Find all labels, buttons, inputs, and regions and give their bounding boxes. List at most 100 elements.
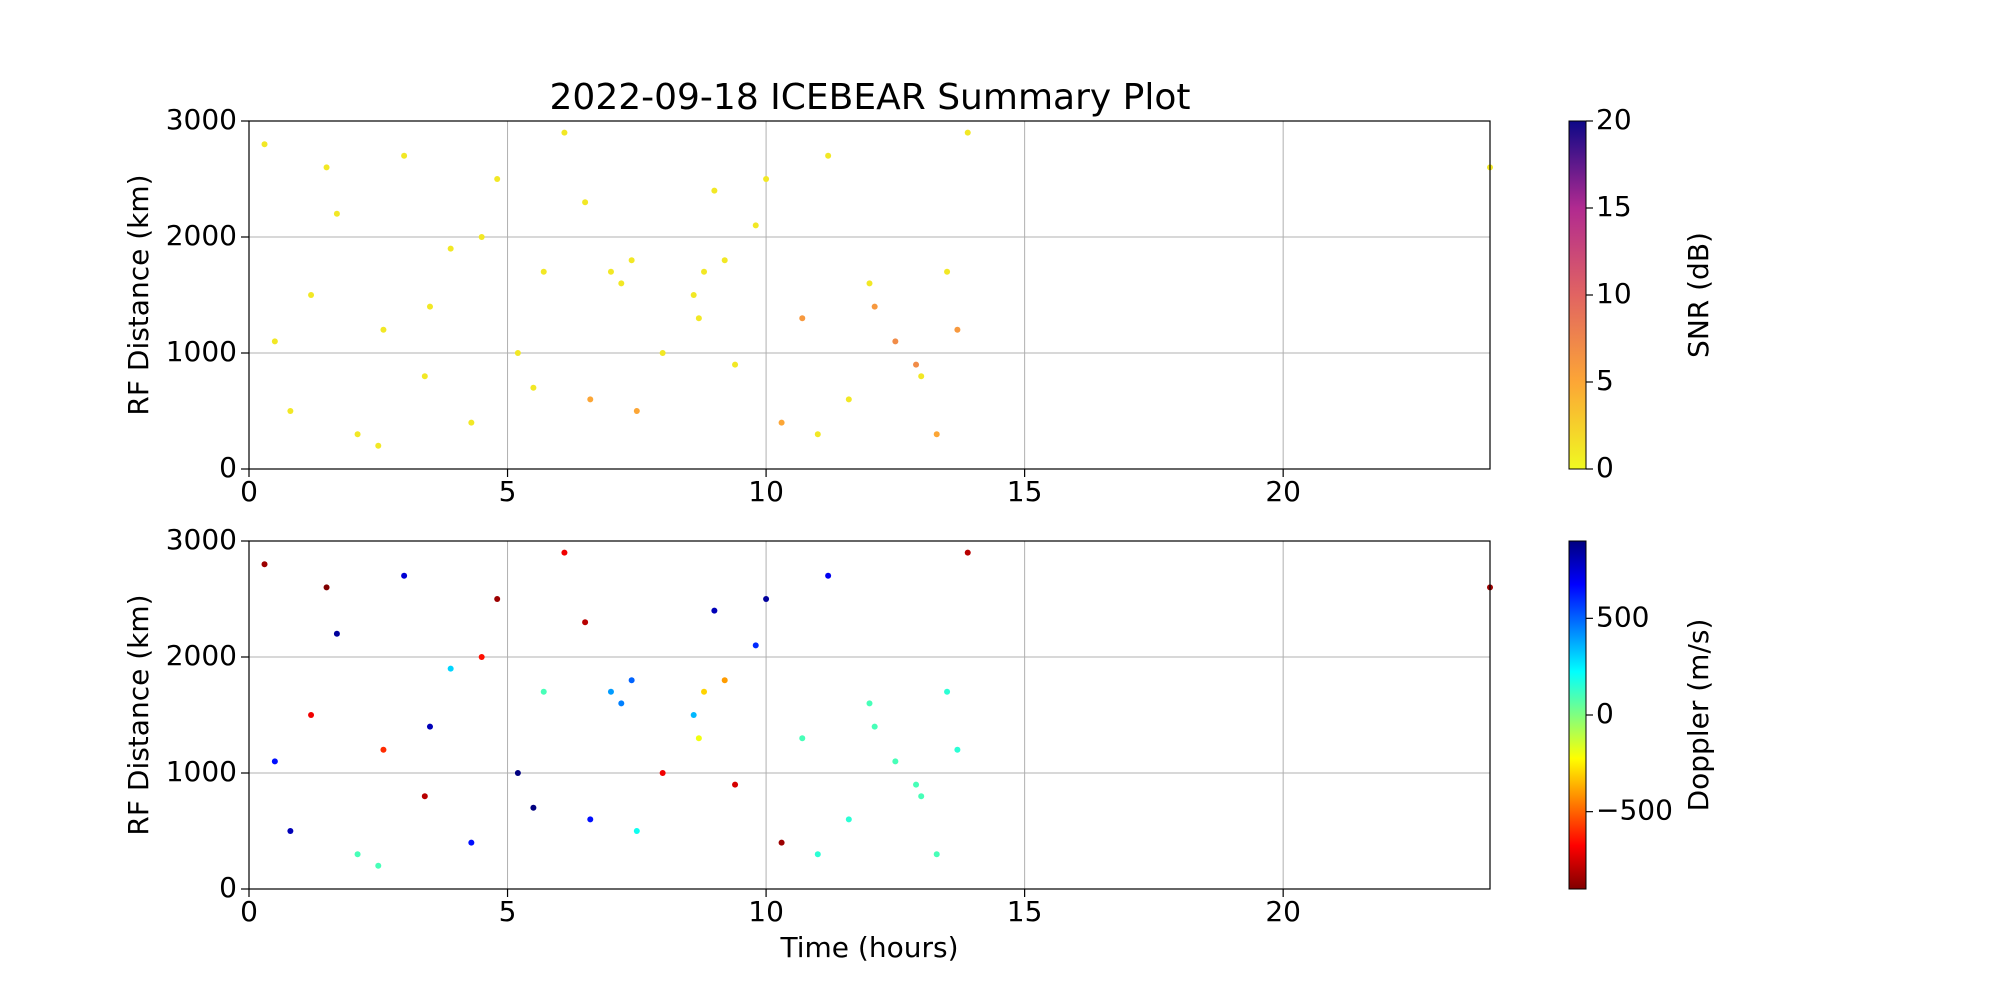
point — [752, 642, 759, 649]
point — [913, 361, 920, 368]
point — [323, 584, 330, 591]
point — [892, 338, 899, 345]
point — [401, 152, 408, 159]
y-axis-label: RF Distance (km) — [122, 174, 155, 415]
colorbar-tick-label: 15 — [1596, 190, 1632, 223]
point — [892, 758, 899, 765]
chart-title: 2022-09-18 ICEBEAR Summary Plot — [550, 77, 1191, 118]
point — [752, 222, 759, 229]
point — [933, 851, 940, 858]
point — [711, 187, 718, 194]
point — [799, 315, 806, 322]
colorbar-tick-label: 500 — [1596, 600, 1649, 633]
point — [287, 408, 294, 414]
point — [633, 408, 640, 414]
colorbar-tick-label: 0 — [1596, 697, 1614, 730]
point — [561, 129, 568, 136]
point — [607, 268, 614, 275]
point — [778, 419, 785, 426]
point — [701, 688, 708, 695]
point — [468, 839, 475, 846]
x-tick-label: 15 — [1007, 895, 1043, 928]
point — [514, 770, 521, 776]
point — [323, 164, 330, 171]
point — [271, 758, 278, 765]
point — [763, 596, 770, 602]
point — [628, 257, 635, 264]
colorbar-tick-label: 5 — [1596, 364, 1614, 397]
colorbar-label: SNR (dB) — [1682, 232, 1715, 358]
x-tick-label: 10 — [748, 475, 784, 508]
point — [587, 816, 594, 823]
point — [695, 315, 702, 322]
y-tick-label: 1000 — [166, 755, 237, 788]
point — [628, 677, 635, 684]
point — [845, 816, 852, 823]
point — [582, 199, 589, 206]
point — [447, 665, 454, 672]
x-tick-label: 0 — [240, 895, 258, 928]
point — [333, 210, 340, 217]
point — [659, 350, 666, 356]
point — [933, 431, 940, 438]
point — [333, 630, 340, 637]
point — [954, 326, 961, 333]
point — [695, 735, 702, 742]
y-tick-label: 0 — [219, 451, 237, 484]
colorbar — [1568, 540, 1587, 890]
point — [401, 572, 408, 579]
y-tick-label: 1000 — [166, 335, 237, 368]
point — [308, 712, 315, 718]
point — [871, 303, 878, 310]
point — [690, 712, 697, 718]
point — [954, 746, 961, 753]
x-axis-label: Time (hours) — [780, 931, 959, 964]
y-tick-label: 0 — [219, 871, 237, 904]
point — [380, 326, 387, 333]
point — [271, 338, 278, 345]
point — [421, 793, 428, 800]
point — [721, 257, 728, 264]
point — [426, 303, 433, 310]
point — [690, 292, 697, 298]
point — [633, 828, 640, 834]
point — [426, 723, 433, 730]
point — [778, 839, 785, 846]
point — [913, 781, 920, 788]
x-tick-label: 20 — [1265, 475, 1301, 508]
point — [721, 677, 728, 684]
point — [540, 268, 547, 275]
point — [494, 596, 501, 602]
point — [354, 851, 361, 858]
colorbar-tick-label: 10 — [1596, 277, 1632, 310]
point — [799, 735, 806, 742]
x-tick-label: 10 — [748, 895, 784, 928]
point — [478, 654, 485, 660]
point — [944, 688, 951, 695]
point — [825, 152, 832, 159]
point — [587, 396, 594, 403]
plot-frame — [248, 120, 1491, 470]
point — [582, 619, 589, 626]
point — [814, 431, 821, 438]
colorbar — [1568, 120, 1587, 470]
point — [845, 396, 852, 403]
point — [261, 141, 268, 148]
colorbar-label: Doppler (m/s) — [1682, 619, 1715, 812]
point — [530, 384, 537, 391]
point — [561, 549, 568, 556]
point — [494, 176, 501, 182]
point — [421, 373, 428, 380]
y-tick-label: 2000 — [166, 219, 237, 252]
colorbar-tick-label: 20 — [1596, 103, 1632, 136]
point — [375, 862, 382, 869]
point — [944, 268, 951, 275]
x-tick-label: 15 — [1007, 475, 1043, 508]
x-tick-label: 5 — [499, 475, 517, 508]
point — [763, 176, 770, 182]
colorbar-tick-label: 0 — [1596, 451, 1614, 484]
point — [964, 129, 971, 136]
point — [308, 292, 315, 298]
point — [659, 770, 666, 776]
